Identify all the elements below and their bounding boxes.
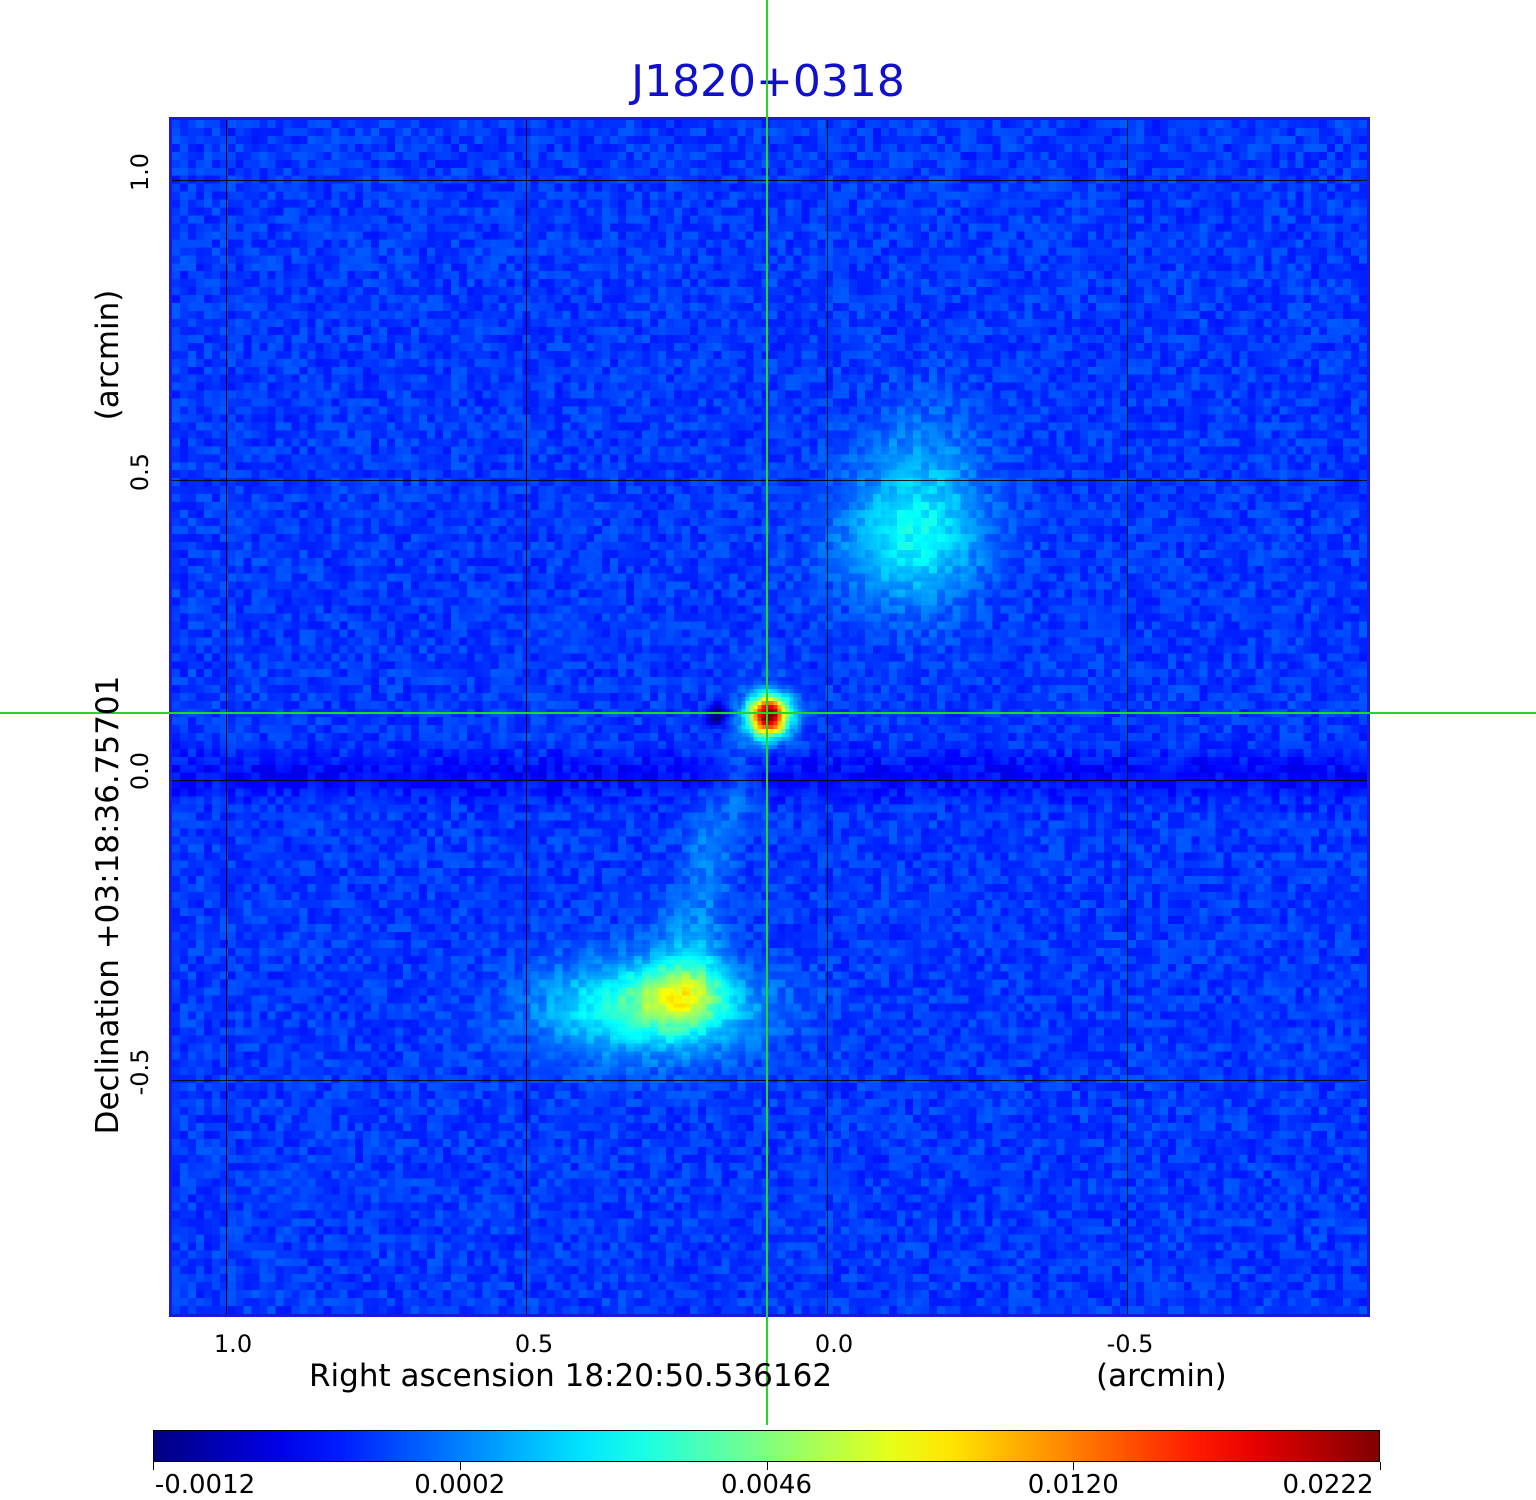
- y-tick-label: 1.0: [126, 152, 154, 192]
- grid-line-vertical: [526, 120, 528, 1314]
- grid-line-vertical: [826, 120, 828, 1314]
- x-tick-label: 0.0: [814, 1330, 854, 1358]
- grid-line-horizontal: [172, 480, 1367, 481]
- x-tick-label: 1.0: [213, 1330, 253, 1358]
- colorbar-tick: [1073, 1462, 1075, 1470]
- colorbar-tick: [1380, 1462, 1381, 1470]
- colorbar-tick: [459, 1462, 461, 1470]
- colorbar-tick-label: -0.0012: [154, 1470, 256, 1500]
- y-axis-unit: (arcmin): [90, 289, 126, 421]
- colorbar: [153, 1430, 1380, 1462]
- colorbar-tick-label: 0.0002: [414, 1470, 506, 1500]
- grid-line-vertical: [226, 120, 228, 1314]
- intensity-heatmap: [172, 120, 1367, 1314]
- colorbar-tick-label: 0.0120: [1027, 1470, 1119, 1500]
- grid-line-horizontal: [172, 180, 1367, 181]
- x-axis-label: Right ascension 18:20:50.536162: [309, 1358, 833, 1394]
- y-tick-label: -0.5: [126, 1048, 154, 1096]
- image-plot-area[interactable]: [169, 117, 1370, 1317]
- colorbar-tick-label: 0.0222: [1282, 1470, 1374, 1500]
- colorbar-tick-label: 0.0046: [721, 1470, 812, 1500]
- y-tick-label: 0.0: [126, 751, 154, 791]
- grid-line-horizontal: [172, 1080, 1367, 1081]
- chart-title: J1820+0318: [631, 56, 905, 107]
- y-tick-label: 0.5: [126, 452, 154, 492]
- grid-line-vertical: [1126, 120, 1128, 1314]
- x-tick-label: -0.5: [1106, 1330, 1154, 1358]
- crosshair-horizontal: [0, 712, 1536, 714]
- colorbar-tick: [153, 1462, 154, 1470]
- x-axis-unit: (arcmin): [1096, 1358, 1227, 1394]
- grid-line-horizontal: [172, 780, 1367, 781]
- x-tick-label: 0.5: [514, 1330, 554, 1358]
- y-axis-label: Declination +03:18:36.75701: [90, 675, 126, 1135]
- colorbar-tick: [766, 1462, 768, 1470]
